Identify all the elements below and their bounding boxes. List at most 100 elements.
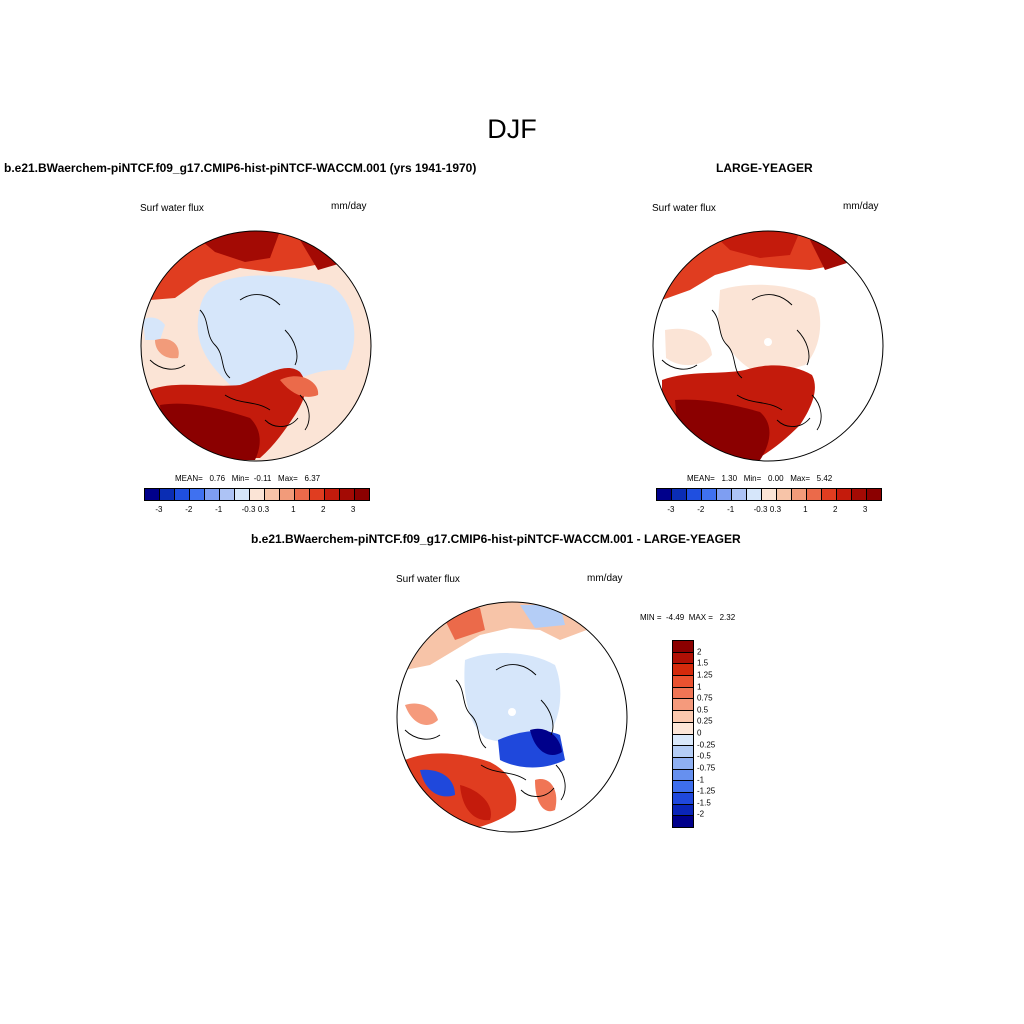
- max-label: Max=: [790, 474, 810, 483]
- obs-map-border: [652, 230, 884, 462]
- obs-colorbar-tick-label: 1: [803, 505, 808, 514]
- case-colorbar-swatch: [325, 489, 340, 500]
- diff-colorbar-tick-label: -1.5: [697, 798, 711, 808]
- case-variable-label: Surf water flux: [140, 203, 204, 214]
- case-colorbar-swatch: [235, 489, 250, 500]
- case-colorbar-swatch: [355, 489, 369, 500]
- diff-colorbar-swatch: [673, 711, 693, 723]
- obs-map: [653, 231, 883, 461]
- diff-colorbar-tick-label: 1.5: [697, 658, 709, 668]
- diff-colorbar-tick-label: -2: [697, 809, 705, 819]
- obs-colorbar-tick-label: -2: [697, 505, 705, 514]
- diff-colorbar-tick-label: -0.5: [697, 751, 711, 761]
- diff-colorbar-swatch: [673, 676, 693, 688]
- obs-colorbar-tick-label: 2: [832, 505, 838, 514]
- diff-map-border: [396, 601, 628, 833]
- obs-stats: MEAN= 1.30 Min= 0.00 Max= 5.42: [687, 474, 832, 483]
- diff-colorbar-tick-label: -1: [697, 775, 705, 784]
- diff-colorbar-tick-label: 0.25: [697, 716, 713, 726]
- case-map-border: [140, 230, 372, 462]
- mean-label: MEAN=: [687, 474, 715, 483]
- obs-colorbar-swatch: [687, 489, 702, 500]
- case-colorbar-swatch: [145, 489, 160, 500]
- diff-colorbar-tick-label: 2: [697, 647, 702, 657]
- case-panel-title: b.e21.BWaerchem-piNTCF.f09_g17.CMIP6-his…: [4, 161, 477, 175]
- diff-colorbar-tick-label: 0: [697, 728, 702, 738]
- max-value: 2.32: [719, 613, 736, 622]
- case-colorbar-swatch: [190, 489, 205, 500]
- obs-panel-title: LARGE-YEAGER: [716, 161, 813, 175]
- diff-colorbar-tick-label: 1: [697, 682, 702, 691]
- case-colorbar-tick-label: -2: [185, 505, 193, 514]
- diff-colorbar-tick-label: 1.25: [697, 670, 713, 680]
- diff-panel-title: b.e21.BWaerchem-piNTCF.f09_g17.CMIP6-his…: [251, 532, 741, 546]
- case-colorbar-swatch: [205, 489, 220, 500]
- diff-colorbar-swatch: [673, 687, 693, 700]
- min-label: MIN =: [640, 613, 662, 622]
- obs-colorbar-tick-label: -0.3: [753, 505, 768, 514]
- obs-colorbar-swatch: [777, 489, 792, 500]
- diff-stats: MIN = -4.49 MAX = 2.32: [640, 613, 735, 622]
- page-title: DJF: [487, 114, 537, 144]
- case-colorbar-swatch: [265, 489, 280, 500]
- case-colorbar-tick-label: 2: [320, 505, 326, 514]
- diff-colorbar-tick-label: -1.25: [697, 786, 716, 796]
- diff-colorbar-swatch: [673, 804, 693, 817]
- mean-value: 1.30: [721, 474, 738, 483]
- obs-colorbar-swatch: [672, 489, 687, 500]
- diff-colorbar-swatch: [673, 652, 693, 665]
- diff-colorbar-swatch: [673, 781, 693, 793]
- min-value: 0.00: [767, 474, 784, 483]
- min-label: Min=: [231, 474, 250, 483]
- obs-colorbar-swatch: [837, 489, 852, 500]
- obs-colorbar-tick-label: 0.3: [769, 505, 782, 514]
- diff-colorbar-swatch: [673, 699, 693, 712]
- obs-colorbar: [656, 488, 882, 501]
- case-colorbar-tick-label: -0.3: [241, 505, 256, 514]
- diff-colorbar-swatch: [673, 722, 693, 735]
- diff-colorbar-swatch: [673, 664, 693, 677]
- obs-colorbar-swatch: [807, 489, 822, 500]
- obs-colorbar-tick-label: 3: [862, 505, 868, 514]
- diff-variable-label: Surf water flux: [396, 574, 460, 585]
- case-colorbar-swatch: [295, 489, 310, 500]
- case-stats: MEAN= 0.76 Min= -0.11 Max= 6.37: [175, 474, 320, 483]
- max-label: MAX =: [688, 613, 713, 622]
- obs-colorbar-labels: -3 -2 -1 -0.3 0.3 1 2 3: [656, 505, 880, 515]
- obs-colorbar-swatch: [657, 489, 672, 500]
- diff-colorbar-tick-label: 0.75: [697, 693, 713, 703]
- obs-colorbar-swatch: [702, 489, 717, 500]
- diff-colorbar: [672, 640, 694, 828]
- obs-colorbar-swatch: [732, 489, 747, 500]
- diff-colorbar-swatch: [673, 746, 693, 758]
- mean-value: 0.76: [209, 474, 226, 483]
- diff-map: [397, 602, 627, 832]
- obs-colorbar-swatch: [762, 489, 777, 500]
- case-colorbar-tick-label: 1: [291, 505, 296, 514]
- diff-colorbar-swatch: [673, 641, 693, 653]
- diff-colorbar-swatch: [673, 769, 693, 782]
- case-colorbar-swatch: [340, 489, 355, 500]
- min-value: -4.49: [666, 613, 685, 622]
- obs-variable-label: Surf water flux: [652, 203, 716, 214]
- obs-colorbar-swatch: [867, 489, 881, 500]
- mean-label: MEAN=: [175, 474, 203, 483]
- diff-colorbar-swatch: [673, 757, 693, 770]
- diff-colorbar-tick-label: 0.5: [697, 705, 709, 715]
- obs-colorbar-swatch: [822, 489, 837, 500]
- case-colorbar-labels: -3 -2 -1 -0.3 0.3 1 2 3: [144, 505, 368, 515]
- case-colorbar-tick-label: 0.3: [257, 505, 270, 514]
- case-colorbar-swatch: [175, 489, 190, 500]
- case-map: [141, 231, 371, 461]
- min-value: -0.11: [253, 474, 272, 483]
- diff-colorbar-swatch: [673, 734, 693, 747]
- diff-colorbar-tick-label: -0.75: [697, 763, 716, 773]
- diff-colorbar-tick-label: -0.25: [697, 740, 716, 750]
- case-colorbar-swatch: [310, 489, 325, 500]
- diff-units-label: mm/day: [587, 573, 623, 584]
- obs-units-label: mm/day: [843, 201, 879, 212]
- case-colorbar-tick-label: 3: [350, 505, 356, 514]
- case-units-label: mm/day: [331, 201, 367, 212]
- max-value: 6.37: [304, 474, 321, 483]
